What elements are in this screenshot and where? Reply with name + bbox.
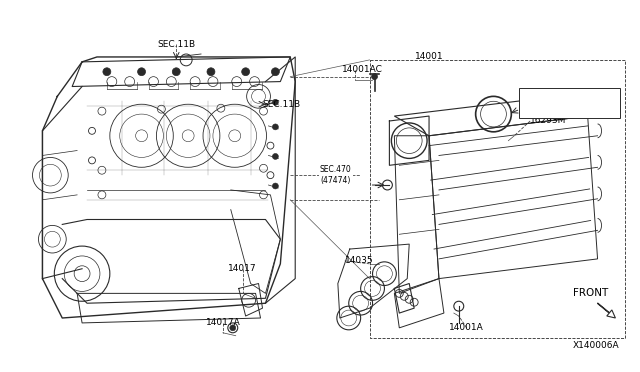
Circle shape: [242, 68, 250, 76]
Text: 16293M: 16293M: [530, 116, 566, 125]
Circle shape: [138, 68, 145, 76]
Circle shape: [372, 74, 378, 80]
Text: SEC.11B: SEC.11B: [262, 100, 301, 109]
Circle shape: [88, 127, 95, 134]
Text: SEC.163
(16298M): SEC.163 (16298M): [530, 92, 567, 111]
Text: X140006A: X140006A: [573, 341, 620, 350]
Circle shape: [273, 154, 278, 160]
Circle shape: [267, 142, 274, 149]
Text: 14017A: 14017A: [205, 318, 240, 327]
Text: FRONT: FRONT: [573, 288, 608, 298]
Circle shape: [267, 172, 274, 179]
Text: SEC.11B: SEC.11B: [157, 40, 195, 49]
Text: 14017: 14017: [228, 264, 257, 273]
Circle shape: [88, 157, 95, 164]
Circle shape: [273, 124, 278, 130]
Text: 14001AC: 14001AC: [342, 65, 383, 74]
FancyArrow shape: [597, 303, 616, 318]
Text: SEC.470
(47474): SEC.470 (47474): [318, 166, 350, 185]
Text: SEC.470
(47474): SEC.470 (47474): [320, 166, 352, 185]
Circle shape: [273, 183, 278, 189]
Circle shape: [228, 323, 237, 333]
Text: 14001A: 14001A: [449, 323, 484, 332]
Circle shape: [273, 99, 278, 105]
Circle shape: [172, 68, 180, 76]
FancyBboxPatch shape: [519, 89, 620, 118]
Text: SEC.163
(16298M): SEC.163 (16298M): [522, 93, 559, 113]
Circle shape: [207, 68, 215, 76]
Circle shape: [230, 325, 236, 331]
Circle shape: [271, 68, 279, 76]
Text: 14001: 14001: [415, 52, 444, 61]
Text: 14035: 14035: [345, 256, 373, 265]
Circle shape: [103, 68, 111, 76]
